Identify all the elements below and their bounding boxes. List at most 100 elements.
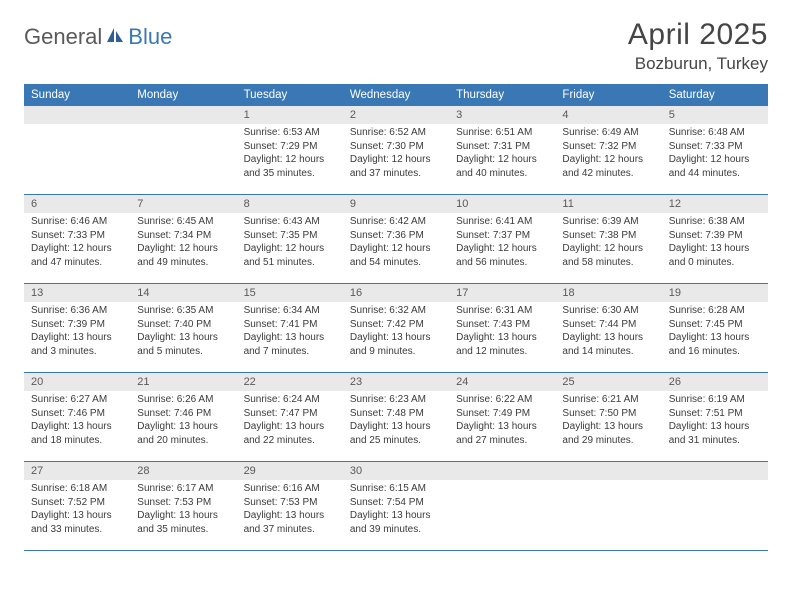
day-cell — [449, 462, 555, 550]
day-number: 7 — [130, 195, 236, 213]
day-body: Sunrise: 6:51 AMSunset: 7:31 PMDaylight:… — [449, 124, 555, 180]
daylight-line: Daylight: 13 hours and 14 minutes. — [562, 331, 654, 358]
day-cell — [555, 462, 661, 550]
day-body: Sunrise: 6:36 AMSunset: 7:39 PMDaylight:… — [24, 302, 130, 358]
month-title: April 2025 — [628, 18, 768, 52]
day-cell: 19Sunrise: 6:28 AMSunset: 7:45 PMDayligh… — [662, 284, 768, 372]
sunset-line: Sunset: 7:54 PM — [350, 496, 442, 510]
day-body: Sunrise: 6:28 AMSunset: 7:45 PMDaylight:… — [662, 302, 768, 358]
daylight-line: Daylight: 13 hours and 9 minutes. — [350, 331, 442, 358]
day-number: 4 — [555, 106, 661, 124]
day-body: Sunrise: 6:30 AMSunset: 7:44 PMDaylight:… — [555, 302, 661, 358]
daylight-line: Daylight: 12 hours and 51 minutes. — [244, 242, 336, 269]
day-body: Sunrise: 6:53 AMSunset: 7:29 PMDaylight:… — [237, 124, 343, 180]
daylight-line: Daylight: 12 hours and 35 minutes. — [244, 153, 336, 180]
day-number: 15 — [237, 284, 343, 302]
sunset-line: Sunset: 7:33 PM — [31, 229, 123, 243]
day-body: Sunrise: 6:15 AMSunset: 7:54 PMDaylight:… — [343, 480, 449, 536]
sunrise-line: Sunrise: 6:22 AM — [456, 393, 548, 407]
day-number: 10 — [449, 195, 555, 213]
sunset-line: Sunset: 7:50 PM — [562, 407, 654, 421]
day-number: 1 — [237, 106, 343, 124]
day-number: 16 — [343, 284, 449, 302]
daylight-line: Daylight: 12 hours and 54 minutes. — [350, 242, 442, 269]
day-cell — [130, 106, 236, 194]
day-number: 26 — [662, 373, 768, 391]
day-cell: 24Sunrise: 6:22 AMSunset: 7:49 PMDayligh… — [449, 373, 555, 461]
sunset-line: Sunset: 7:44 PM — [562, 318, 654, 332]
daylight-line: Daylight: 13 hours and 3 minutes. — [31, 331, 123, 358]
day-cell: 28Sunrise: 6:17 AMSunset: 7:53 PMDayligh… — [130, 462, 236, 550]
day-number: 13 — [24, 284, 130, 302]
title-block: April 2025 Bozburun, Turkey — [628, 18, 768, 74]
day-cell: 4Sunrise: 6:49 AMSunset: 7:32 PMDaylight… — [555, 106, 661, 194]
sunset-line: Sunset: 7:39 PM — [31, 318, 123, 332]
day-body: Sunrise: 6:23 AMSunset: 7:48 PMDaylight:… — [343, 391, 449, 447]
logo-text-blue: Blue — [128, 24, 172, 50]
sunrise-line: Sunrise: 6:26 AM — [137, 393, 229, 407]
week-row: 6Sunrise: 6:46 AMSunset: 7:33 PMDaylight… — [24, 195, 768, 284]
day-body: Sunrise: 6:43 AMSunset: 7:35 PMDaylight:… — [237, 213, 343, 269]
day-number: 9 — [343, 195, 449, 213]
location-label: Bozburun, Turkey — [628, 54, 768, 74]
weeks-container: 1Sunrise: 6:53 AMSunset: 7:29 PMDaylight… — [24, 106, 768, 551]
sunset-line: Sunset: 7:46 PM — [137, 407, 229, 421]
sunset-line: Sunset: 7:48 PM — [350, 407, 442, 421]
day-cell: 23Sunrise: 6:23 AMSunset: 7:48 PMDayligh… — [343, 373, 449, 461]
sunrise-line: Sunrise: 6:51 AM — [456, 126, 548, 140]
day-body: Sunrise: 6:32 AMSunset: 7:42 PMDaylight:… — [343, 302, 449, 358]
week-row: 13Sunrise: 6:36 AMSunset: 7:39 PMDayligh… — [24, 284, 768, 373]
day-cell: 8Sunrise: 6:43 AMSunset: 7:35 PMDaylight… — [237, 195, 343, 283]
day-number: 25 — [555, 373, 661, 391]
day-cell: 9Sunrise: 6:42 AMSunset: 7:36 PMDaylight… — [343, 195, 449, 283]
day-number: 18 — [555, 284, 661, 302]
page-header: General Blue April 2025 Bozburun, Turkey — [24, 18, 768, 74]
day-cell: 13Sunrise: 6:36 AMSunset: 7:39 PMDayligh… — [24, 284, 130, 372]
sunset-line: Sunset: 7:35 PM — [244, 229, 336, 243]
daylight-line: Daylight: 13 hours and 16 minutes. — [669, 331, 761, 358]
sunset-line: Sunset: 7:39 PM — [669, 229, 761, 243]
day-body: Sunrise: 6:31 AMSunset: 7:43 PMDaylight:… — [449, 302, 555, 358]
sunset-line: Sunset: 7:53 PM — [137, 496, 229, 510]
sunset-line: Sunset: 7:43 PM — [456, 318, 548, 332]
day-of-week-cell: Thursday — [449, 84, 555, 106]
day-number — [24, 106, 130, 124]
calendar-grid: SundayMondayTuesdayWednesdayThursdayFrid… — [24, 84, 768, 551]
sunrise-line: Sunrise: 6:23 AM — [350, 393, 442, 407]
sunset-line: Sunset: 7:51 PM — [669, 407, 761, 421]
day-body: Sunrise: 6:46 AMSunset: 7:33 PMDaylight:… — [24, 213, 130, 269]
daylight-line: Daylight: 13 hours and 12 minutes. — [456, 331, 548, 358]
sunrise-line: Sunrise: 6:45 AM — [137, 215, 229, 229]
sunset-line: Sunset: 7:38 PM — [562, 229, 654, 243]
day-number: 19 — [662, 284, 768, 302]
day-number: 5 — [662, 106, 768, 124]
day-number: 30 — [343, 462, 449, 480]
sunset-line: Sunset: 7:31 PM — [456, 140, 548, 154]
day-cell: 11Sunrise: 6:39 AMSunset: 7:38 PMDayligh… — [555, 195, 661, 283]
sunrise-line: Sunrise: 6:43 AM — [244, 215, 336, 229]
sunrise-line: Sunrise: 6:19 AM — [669, 393, 761, 407]
day-number: 21 — [130, 373, 236, 391]
day-body: Sunrise: 6:52 AMSunset: 7:30 PMDaylight:… — [343, 124, 449, 180]
day-number: 22 — [237, 373, 343, 391]
day-body: Sunrise: 6:17 AMSunset: 7:53 PMDaylight:… — [130, 480, 236, 536]
sunrise-line: Sunrise: 6:48 AM — [669, 126, 761, 140]
day-cell: 26Sunrise: 6:19 AMSunset: 7:51 PMDayligh… — [662, 373, 768, 461]
day-number: 17 — [449, 284, 555, 302]
sunrise-line: Sunrise: 6:18 AM — [31, 482, 123, 496]
day-number: 11 — [555, 195, 661, 213]
sunset-line: Sunset: 7:42 PM — [350, 318, 442, 332]
sunset-line: Sunset: 7:30 PM — [350, 140, 442, 154]
daylight-line: Daylight: 13 hours and 18 minutes. — [31, 420, 123, 447]
daylight-line: Daylight: 13 hours and 35 minutes. — [137, 509, 229, 536]
day-cell: 22Sunrise: 6:24 AMSunset: 7:47 PMDayligh… — [237, 373, 343, 461]
day-body: Sunrise: 6:19 AMSunset: 7:51 PMDaylight:… — [662, 391, 768, 447]
daylight-line: Daylight: 13 hours and 0 minutes. — [669, 242, 761, 269]
sunset-line: Sunset: 7:40 PM — [137, 318, 229, 332]
sunrise-line: Sunrise: 6:38 AM — [669, 215, 761, 229]
day-cell — [662, 462, 768, 550]
day-number: 28 — [130, 462, 236, 480]
day-body: Sunrise: 6:34 AMSunset: 7:41 PMDaylight:… — [237, 302, 343, 358]
daylight-line: Daylight: 13 hours and 29 minutes. — [562, 420, 654, 447]
day-cell: 6Sunrise: 6:46 AMSunset: 7:33 PMDaylight… — [24, 195, 130, 283]
